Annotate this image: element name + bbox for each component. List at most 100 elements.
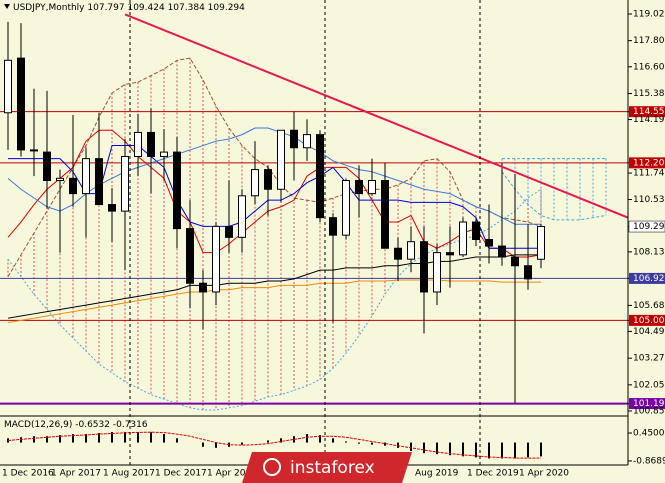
indicator-line <box>7 129 542 258</box>
x-tick-label: 1 Dec 2016 <box>2 469 54 479</box>
candle-body <box>95 158 103 206</box>
macd-header: MACD(12,26,9) -0.6532 -0.7316 <box>4 420 148 430</box>
close: 109.294 <box>208 3 245 13</box>
y-tick-label: 100.855 <box>633 406 665 416</box>
watermark-logo <box>263 458 281 476</box>
watermark: instaforex <box>242 452 412 483</box>
candle-body <box>212 225 220 293</box>
macd-bar <box>85 434 87 443</box>
header: USDJPY,Monthly 107.797 109.424 107.384 1… <box>13 3 245 13</box>
macd-bar <box>20 437 22 443</box>
candle-body <box>381 180 389 249</box>
candle-body <box>43 151 51 182</box>
y-tick-label: 116.605 <box>633 62 665 72</box>
macd-bar <box>319 435 321 443</box>
candle-body <box>303 134 311 149</box>
candle-body <box>147 131 155 157</box>
y-tick-label: 114.190 <box>633 115 665 125</box>
macd-bar <box>150 431 152 443</box>
y-tick-label: 115.380 <box>633 89 665 99</box>
y-tick-label: 104.495 <box>633 327 665 337</box>
candle-body <box>4 59 12 114</box>
candle-body <box>355 180 363 195</box>
candle-body <box>537 226 545 260</box>
price-badge <box>628 220 665 233</box>
macd-bar <box>475 442 477 458</box>
candle-body <box>121 155 129 212</box>
low: 107.384 <box>168 3 205 13</box>
price-badge <box>629 157 665 169</box>
macd-bar <box>293 436 295 443</box>
macd-bar <box>436 442 438 455</box>
symbol-icon <box>4 4 10 9</box>
candle-body <box>329 217 337 236</box>
candle-body <box>498 245 506 258</box>
macd-bar <box>215 442 217 448</box>
cloud-bottom <box>501 171 607 221</box>
macd-bar <box>241 442 243 445</box>
y-tick-label: 105.000 <box>633 316 665 326</box>
candle-body <box>407 241 415 260</box>
candle-body <box>459 221 467 256</box>
macd-bar <box>449 442 451 456</box>
macd-label: MACD(12,26,9) <box>4 420 72 430</box>
indicator-line <box>7 254 541 319</box>
macd-bar <box>137 431 139 443</box>
candle-body <box>134 131 142 157</box>
indicator-line <box>7 279 541 324</box>
band-upper <box>7 57 542 277</box>
x-tick-label: 1 Apr 2017 <box>51 469 101 479</box>
macd-bar <box>163 434 165 443</box>
open: 107.797 <box>87 3 124 13</box>
symbol: USDJPY,Monthly <box>13 3 85 13</box>
candle-body <box>472 221 480 241</box>
macd-bar <box>33 436 35 443</box>
macd-signal-value: -0.7316 <box>113 420 148 430</box>
y-tick-label: 106.920 <box>633 274 665 284</box>
candle-body <box>485 239 493 247</box>
y-tick-label: 108.135 <box>633 247 665 257</box>
plot <box>0 13 629 459</box>
macd-bar <box>540 442 542 457</box>
candle-body <box>316 134 324 219</box>
x-tick-label: 1 Aug 2017 <box>103 469 155 479</box>
macd-bar <box>202 442 204 447</box>
y-tick-label: 117.800 <box>633 36 665 46</box>
price-badge <box>629 314 665 326</box>
y-tick-label: 109.294 <box>633 222 665 232</box>
candle-body <box>394 247 402 260</box>
candle-body <box>160 151 168 157</box>
x-tick-label: 1 Apr 2018 <box>207 469 257 479</box>
band-lower <box>7 188 542 411</box>
candle-body <box>225 225 233 238</box>
macd-bar <box>306 434 308 443</box>
macd-bar <box>488 442 490 459</box>
y-tick-label: 102.050 <box>633 380 665 390</box>
macd-bar <box>397 442 399 448</box>
price-badge <box>629 106 665 118</box>
x-tick-label: 1 Dec 2019 <box>467 469 519 479</box>
candle-body <box>264 169 272 190</box>
x-tick-label: Aug 2019 <box>415 469 459 479</box>
macd-bar <box>267 440 269 443</box>
macd-bar <box>462 442 464 457</box>
trendline <box>124 13 629 219</box>
candle-body <box>30 149 38 152</box>
macd-bar <box>124 431 126 443</box>
candle-body <box>446 252 454 256</box>
macd-bar <box>423 442 425 454</box>
candle-body <box>420 241 428 293</box>
y-tick-label: 114.550 <box>633 107 665 117</box>
candle-body <box>82 158 90 195</box>
candle-body <box>368 180 376 195</box>
y-tick-label: 103.270 <box>633 354 665 364</box>
candle-body <box>511 256 519 267</box>
high: 109.424 <box>127 3 164 13</box>
candle-body <box>251 169 259 197</box>
macd-tick-label: 0.4500 <box>633 429 665 439</box>
x-tick-label: 1 Dec 2017 <box>155 469 207 479</box>
macd-bar <box>111 431 113 443</box>
macd-bar <box>332 438 334 443</box>
candle-body <box>199 282 207 293</box>
